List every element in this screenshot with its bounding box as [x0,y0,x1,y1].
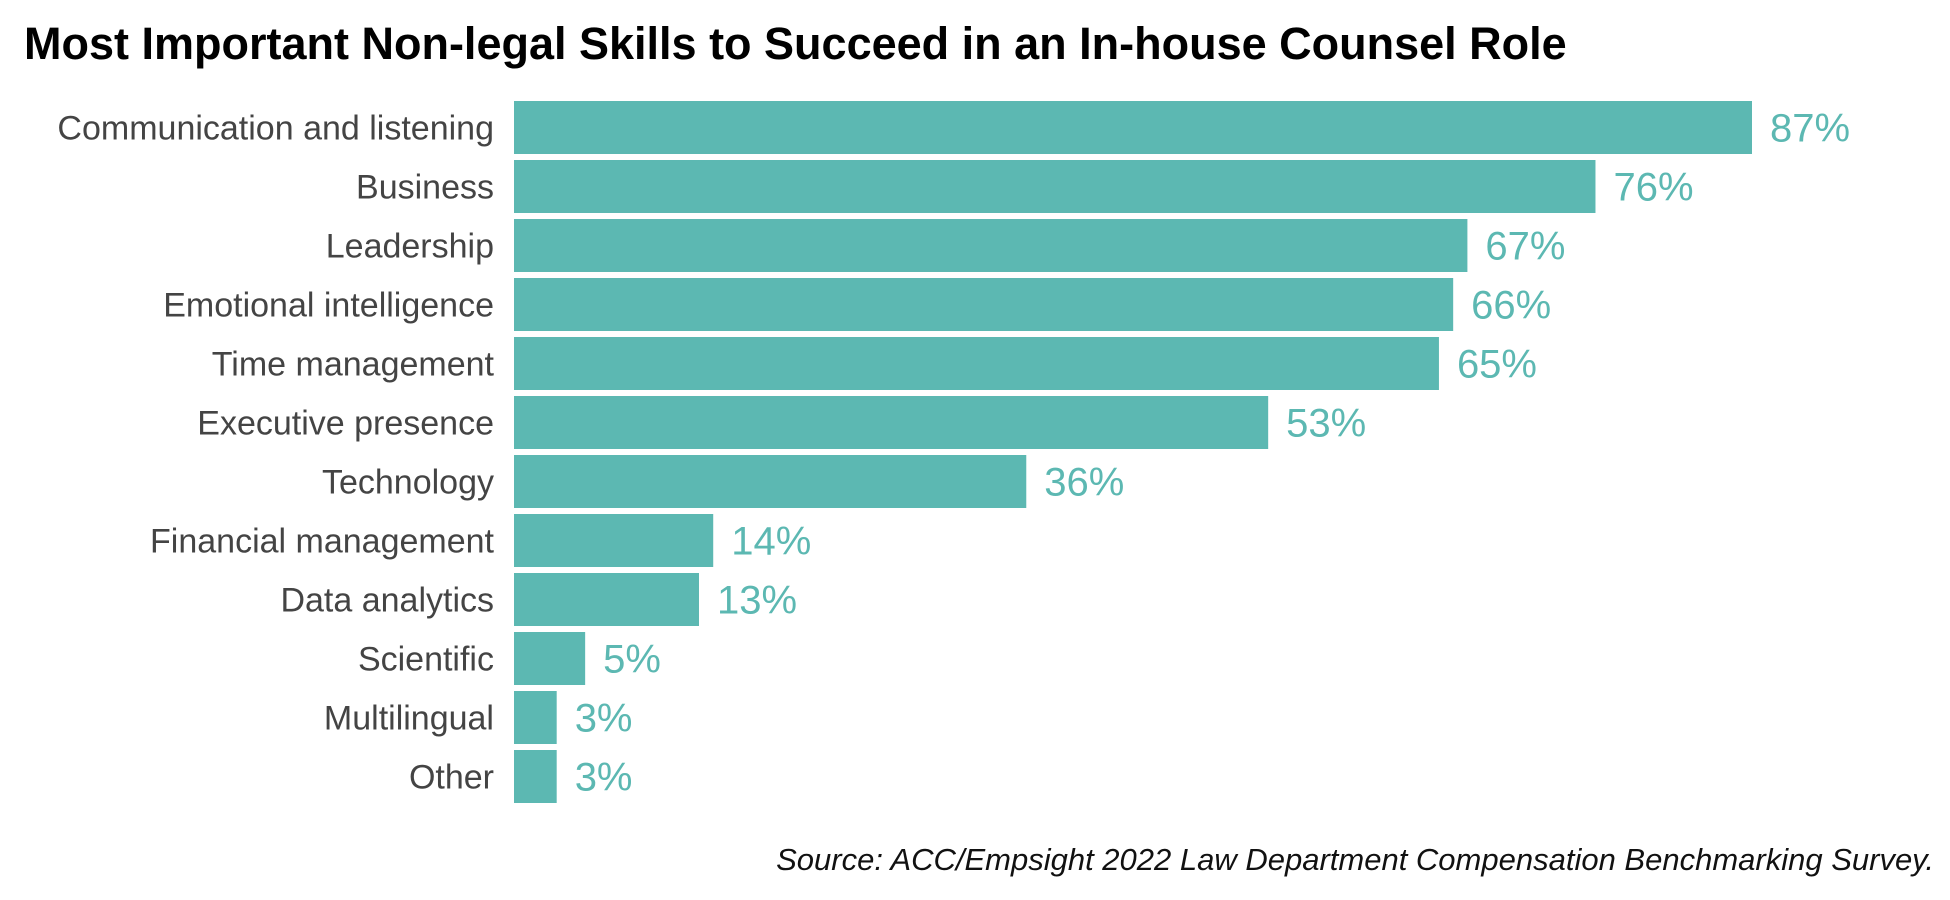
source-note: Source: ACC/Empsight 2022 Law Department… [776,842,1934,877]
value-label: 13% [717,579,797,623]
value-label: 66% [1471,284,1551,328]
value-label: 5% [603,638,661,682]
category-label: Technology [322,464,494,502]
category-label: Emotional intelligence [163,287,494,325]
bar [514,514,714,567]
category-label: Communication and listening [57,110,494,148]
value-label: 67% [1485,225,1565,269]
bar [514,573,699,626]
bar [514,691,557,744]
category-label: Other [409,759,494,797]
value-label: 65% [1457,343,1537,387]
value-label: 76% [1613,166,1693,210]
category-label: Financial management [150,523,495,561]
category-label: Business [356,169,494,207]
bar [514,750,557,803]
category-label: Leadership [326,228,494,266]
category-label: Time management [212,346,495,384]
category-label: Executive presence [197,405,494,443]
bar [514,337,1439,390]
value-label: 36% [1044,461,1124,505]
category-label: Scientific [358,641,494,679]
bar [514,396,1269,449]
category-label: Data analytics [280,582,494,620]
bar [514,101,1752,154]
value-label: 3% [575,697,633,741]
value-label: 3% [575,756,633,800]
bar [514,219,1468,272]
value-label: 14% [731,520,811,564]
bar [514,455,1027,508]
bar [514,632,586,685]
bar [514,160,1596,213]
value-label: 53% [1286,402,1366,446]
bar [514,278,1454,331]
value-label: 87% [1770,107,1850,151]
chart-title: Most Important Non-legal Skills to Succe… [24,18,1567,69]
category-label: Multilingual [324,700,494,738]
